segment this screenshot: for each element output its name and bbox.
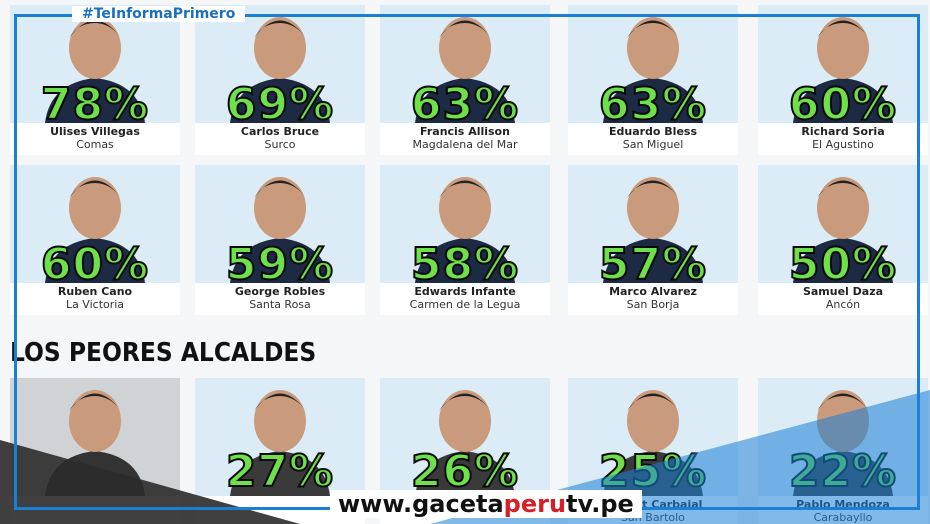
footer: www.gacetaperutv.pe <box>330 490 642 518</box>
candidate-name: Samuel Daza <box>802 285 884 298</box>
percent: 59% <box>225 239 335 290</box>
portrait <box>415 17 515 123</box>
candidate-card: 57% Marco Alvarez San Borja <box>568 165 738 315</box>
district: Santa Rosa <box>249 298 311 311</box>
portrait <box>415 177 515 283</box>
portrait <box>230 177 330 283</box>
percent: 50% <box>788 239 898 290</box>
candidate-card: 63% Francis Allison Magdalena del Mar <box>380 5 550 155</box>
portrait <box>45 177 145 283</box>
candidate-card: 69% Carlos Bruce Surco <box>195 5 365 155</box>
district: El Agustino <box>812 138 874 151</box>
candidate-name: Francis Allison <box>420 125 510 138</box>
photo <box>380 165 550 283</box>
portrait <box>603 17 703 123</box>
candidate-name: George Robles <box>234 285 326 298</box>
district: San Miguel <box>622 138 684 151</box>
percent: 58% <box>410 239 520 290</box>
hashtag: #TeInformaPrimero <box>72 6 246 22</box>
candidate-card: 26% <box>380 378 550 524</box>
percent: 69% <box>225 79 335 130</box>
percent: 27% <box>225 446 335 497</box>
photo <box>568 5 738 123</box>
photo <box>195 5 365 123</box>
candidate-card: 63% Eduardo Bless San Miguel <box>568 5 738 155</box>
percent: 26% <box>410 446 520 497</box>
candidate-name: Richard Soria <box>801 125 885 138</box>
photo <box>380 5 550 123</box>
portrait <box>230 390 330 496</box>
dark-corner <box>0 440 300 524</box>
portrait <box>603 177 703 283</box>
district: Carmen de la Legua <box>409 298 521 311</box>
photo <box>568 165 738 283</box>
footer-part: peru <box>503 490 567 518</box>
candidate-card: 78% Ulises Villegas Comas <box>10 5 180 155</box>
candidate-card: 60% Richard Soria El Agustino <box>758 5 928 155</box>
percent: 60% <box>40 239 150 290</box>
percent: 60% <box>788 79 898 130</box>
portrait <box>793 177 893 283</box>
photo <box>758 165 928 283</box>
section-title: LOS PEORES ALCALDES <box>10 338 317 368</box>
footer-part: .pe <box>591 490 634 518</box>
percent: 63% <box>410 79 520 130</box>
portrait <box>45 17 145 123</box>
portrait <box>415 390 515 496</box>
candidate-name: Carlos Bruce <box>240 125 320 138</box>
candidate-card: 60% Ruben Cano La Victoria <box>10 165 180 315</box>
district: Ancón <box>825 298 861 311</box>
district: Surco <box>264 138 296 151</box>
percent: 63% <box>598 79 708 130</box>
portrait <box>793 17 893 123</box>
photo <box>10 5 180 123</box>
footer-part: www. <box>338 490 413 518</box>
photo <box>758 5 928 123</box>
candidate-name: Eduardo Bless <box>608 125 698 138</box>
candidate-card: 59% George Robles Santa Rosa <box>195 165 365 315</box>
photo <box>10 165 180 283</box>
district: La Victoria <box>65 298 125 311</box>
candidate-name: Marco Alvarez <box>609 285 697 298</box>
photo <box>195 165 365 283</box>
footer-part: tv <box>566 490 592 518</box>
candidate-name: Ruben Cano <box>57 285 133 298</box>
district: San Borja <box>626 298 680 311</box>
percent: 78% <box>40 79 150 130</box>
candidate-card: 50% Samuel Daza Ancón <box>758 165 928 315</box>
candidate-name: Edwards Infante <box>414 285 516 298</box>
footer-part: gaceta <box>412 490 504 518</box>
percent: 57% <box>598 239 708 290</box>
portrait <box>230 17 330 123</box>
candidate-card: 58% Edwards Infante Carmen de la Legua <box>380 165 550 315</box>
photo <box>195 378 365 496</box>
photo <box>380 378 550 496</box>
candidate-name: Ulises Villegas <box>50 125 140 138</box>
district: Comas <box>76 138 114 151</box>
district: Magdalena del Mar <box>412 138 518 151</box>
